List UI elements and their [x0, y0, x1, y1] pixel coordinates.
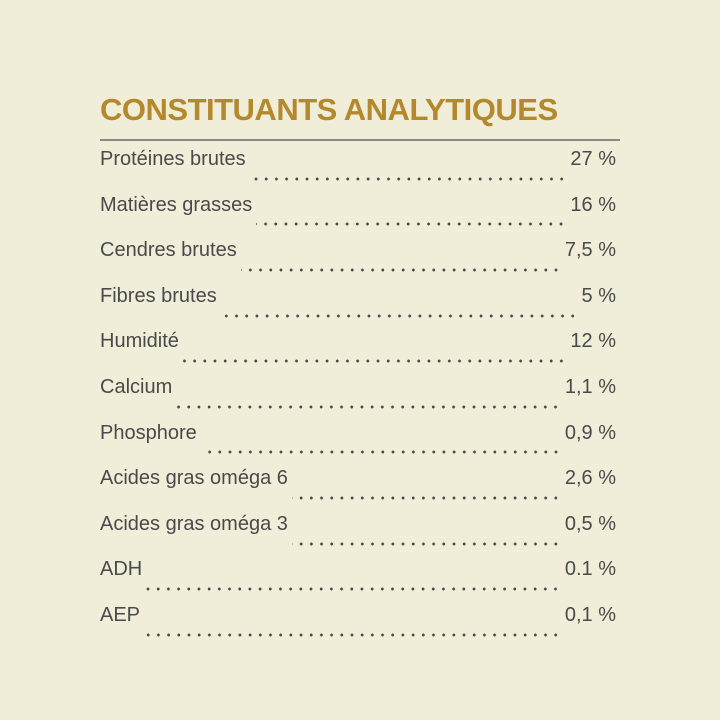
- nutrient-label: ADH: [100, 558, 143, 581]
- dot-leader: [249, 176, 567, 181]
- nutrient-label: Acides gras oméga 3: [100, 512, 288, 535]
- dot-leader: [146, 587, 561, 592]
- nutrient-row: Phosphore 0,9 %: [100, 422, 616, 468]
- nutrient-row: Matières grasses 16 %: [100, 194, 616, 240]
- nutrient-row: ADH 0.1 %: [100, 558, 616, 604]
- nutrient-value: 5 %: [581, 284, 616, 307]
- nutrient-value: 0,5 %: [564, 512, 616, 535]
- dot-leader: [220, 313, 578, 318]
- nutrient-label: Protéines brutes: [100, 148, 246, 170]
- dot-leader: [200, 450, 561, 455]
- nutrient-row: Acides gras oméga 6 2,6 %: [100, 467, 616, 513]
- nutrient-row: Protéines brutes 27 %: [100, 148, 616, 194]
- nutrient-value: 1,1 %: [564, 375, 616, 398]
- nutrient-value: 12 %: [570, 330, 616, 353]
- nutrient-row: AEP 0,1 %: [100, 604, 616, 650]
- nutrient-row: Calcium 1,1 %: [100, 376, 616, 422]
- nutrient-value: 0,1 %: [564, 603, 616, 626]
- nutrient-label: Humidité: [100, 330, 179, 353]
- nutrient-row: Acides gras oméga 3 0,5 %: [100, 513, 616, 559]
- nutrient-label: Phosphore: [100, 421, 197, 444]
- title: CONSTITUANTS ANALYTIQUES: [100, 92, 558, 127]
- nutrient-value: 2,6 %: [564, 467, 616, 490]
- nutrient-value: 27 %: [570, 148, 616, 170]
- dot-leader: [176, 404, 561, 409]
- nutrient-value: 0.1 %: [564, 558, 616, 581]
- title-rule: [100, 139, 620, 141]
- nutrient-row: Cendres brutes 7,5 %: [100, 239, 616, 285]
- nutrient-label: Matières grasses: [100, 193, 253, 216]
- nutrient-label: AEP: [100, 603, 141, 626]
- nutrient-list: Protéines brutes 27 % Matières grasses 16 %…: [100, 148, 616, 650]
- dot-leader: [182, 359, 567, 364]
- nutrient-row: Humidité 12 %: [100, 330, 616, 376]
- dot-leader: [240, 267, 561, 272]
- nutrient-label: Cendres brutes: [100, 239, 237, 262]
- dot-leader: [291, 495, 561, 500]
- nutrient-value: 16 %: [570, 193, 616, 216]
- nutrient-value: 0,9 %: [564, 421, 616, 444]
- dot-leader: [144, 632, 561, 637]
- nutrient-row: Fibres brutes 5 %: [100, 285, 616, 331]
- nutrient-label: Acides gras oméga 6: [100, 467, 288, 490]
- nutrient-label: Calcium: [100, 375, 173, 398]
- dot-leader: [291, 541, 561, 546]
- nutrient-label: Fibres brutes: [100, 284, 217, 307]
- nutrient-value: 7,5 %: [564, 239, 616, 262]
- dot-leader: [256, 222, 567, 227]
